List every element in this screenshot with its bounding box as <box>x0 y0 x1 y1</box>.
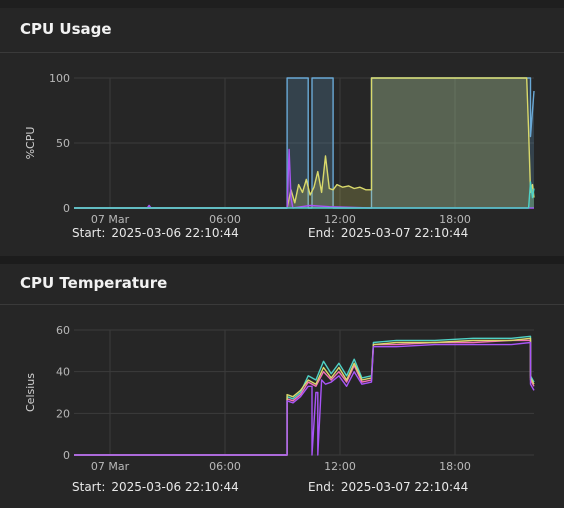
y-axis-label: Celsius <box>24 373 37 412</box>
panel-title: CPU Temperature <box>20 274 168 292</box>
x-tick-label: 18:00 <box>439 213 471 226</box>
start-value: 2025-03-06 22:10:44 <box>111 480 239 494</box>
series-line <box>74 341 535 456</box>
end-value: 2025-03-07 22:10:44 <box>340 480 469 494</box>
panel-title: CPU Usage <box>20 20 112 38</box>
start-range: Start: 2025-03-06 22:10:44 <box>72 226 245 240</box>
y-tick-label: 0 <box>63 449 70 462</box>
panel-divider <box>0 304 564 305</box>
series-line <box>74 181 535 209</box>
cpu-usage-chart: 0 50 100 07 Mar 06:00 12:00 18:00 %CPU <box>24 72 535 226</box>
x-tick-label: 06:00 <box>209 213 241 226</box>
x-tick-label: 18:00 <box>439 460 471 473</box>
start-label: Start: <box>72 480 106 494</box>
panel-separator <box>0 256 564 264</box>
x-tick-label: 07 Mar <box>91 460 130 473</box>
y-tick-label: 40 <box>56 366 70 379</box>
cpu-temperature-panel: CPU Temperature 0 20 40 60 07 Mar 06:00 12:00 1… <box>0 264 564 500</box>
start-range: Start: 2025-03-06 22:10:44 <box>72 480 245 494</box>
x-tick-label: 12:00 <box>324 213 356 226</box>
y-tick-label: 0 <box>63 202 70 215</box>
series-line <box>74 335 535 456</box>
y-tick-label: 50 <box>56 137 70 150</box>
panel-divider <box>0 52 564 53</box>
cpu-temperature-chart: 0 20 40 60 07 Mar 06:00 12:00 18:00 Celsius <box>24 324 535 473</box>
end-range: End: 2025-03-07 22:10:44 <box>308 480 474 494</box>
x-tick-label: 06:00 <box>209 460 241 473</box>
y-axis-label: %CPU <box>24 127 37 160</box>
end-label: End: <box>308 226 335 240</box>
series-area <box>74 78 534 208</box>
y-tick-label: 20 <box>56 407 70 420</box>
y-tick-label: 100 <box>49 72 70 85</box>
end-range: End: 2025-03-07 22:10:44 <box>308 226 474 240</box>
x-tick-label: 12:00 <box>324 460 356 473</box>
end-value: 2025-03-07 22:10:44 <box>340 226 469 240</box>
series-line <box>74 339 535 456</box>
x-tick-label: 07 Mar <box>91 213 130 226</box>
series-line <box>74 337 535 456</box>
cpu-usage-panel: CPU Usage 0 50 100 07 Mar 06:00 12:00 18:00 %CP… <box>0 8 564 256</box>
series-area <box>74 78 534 208</box>
y-tick-label: 60 <box>56 324 70 337</box>
start-label: Start: <box>72 226 106 240</box>
series-line <box>74 77 535 209</box>
end-label: End: <box>308 480 335 494</box>
start-value: 2025-03-06 22:10:44 <box>111 226 239 240</box>
